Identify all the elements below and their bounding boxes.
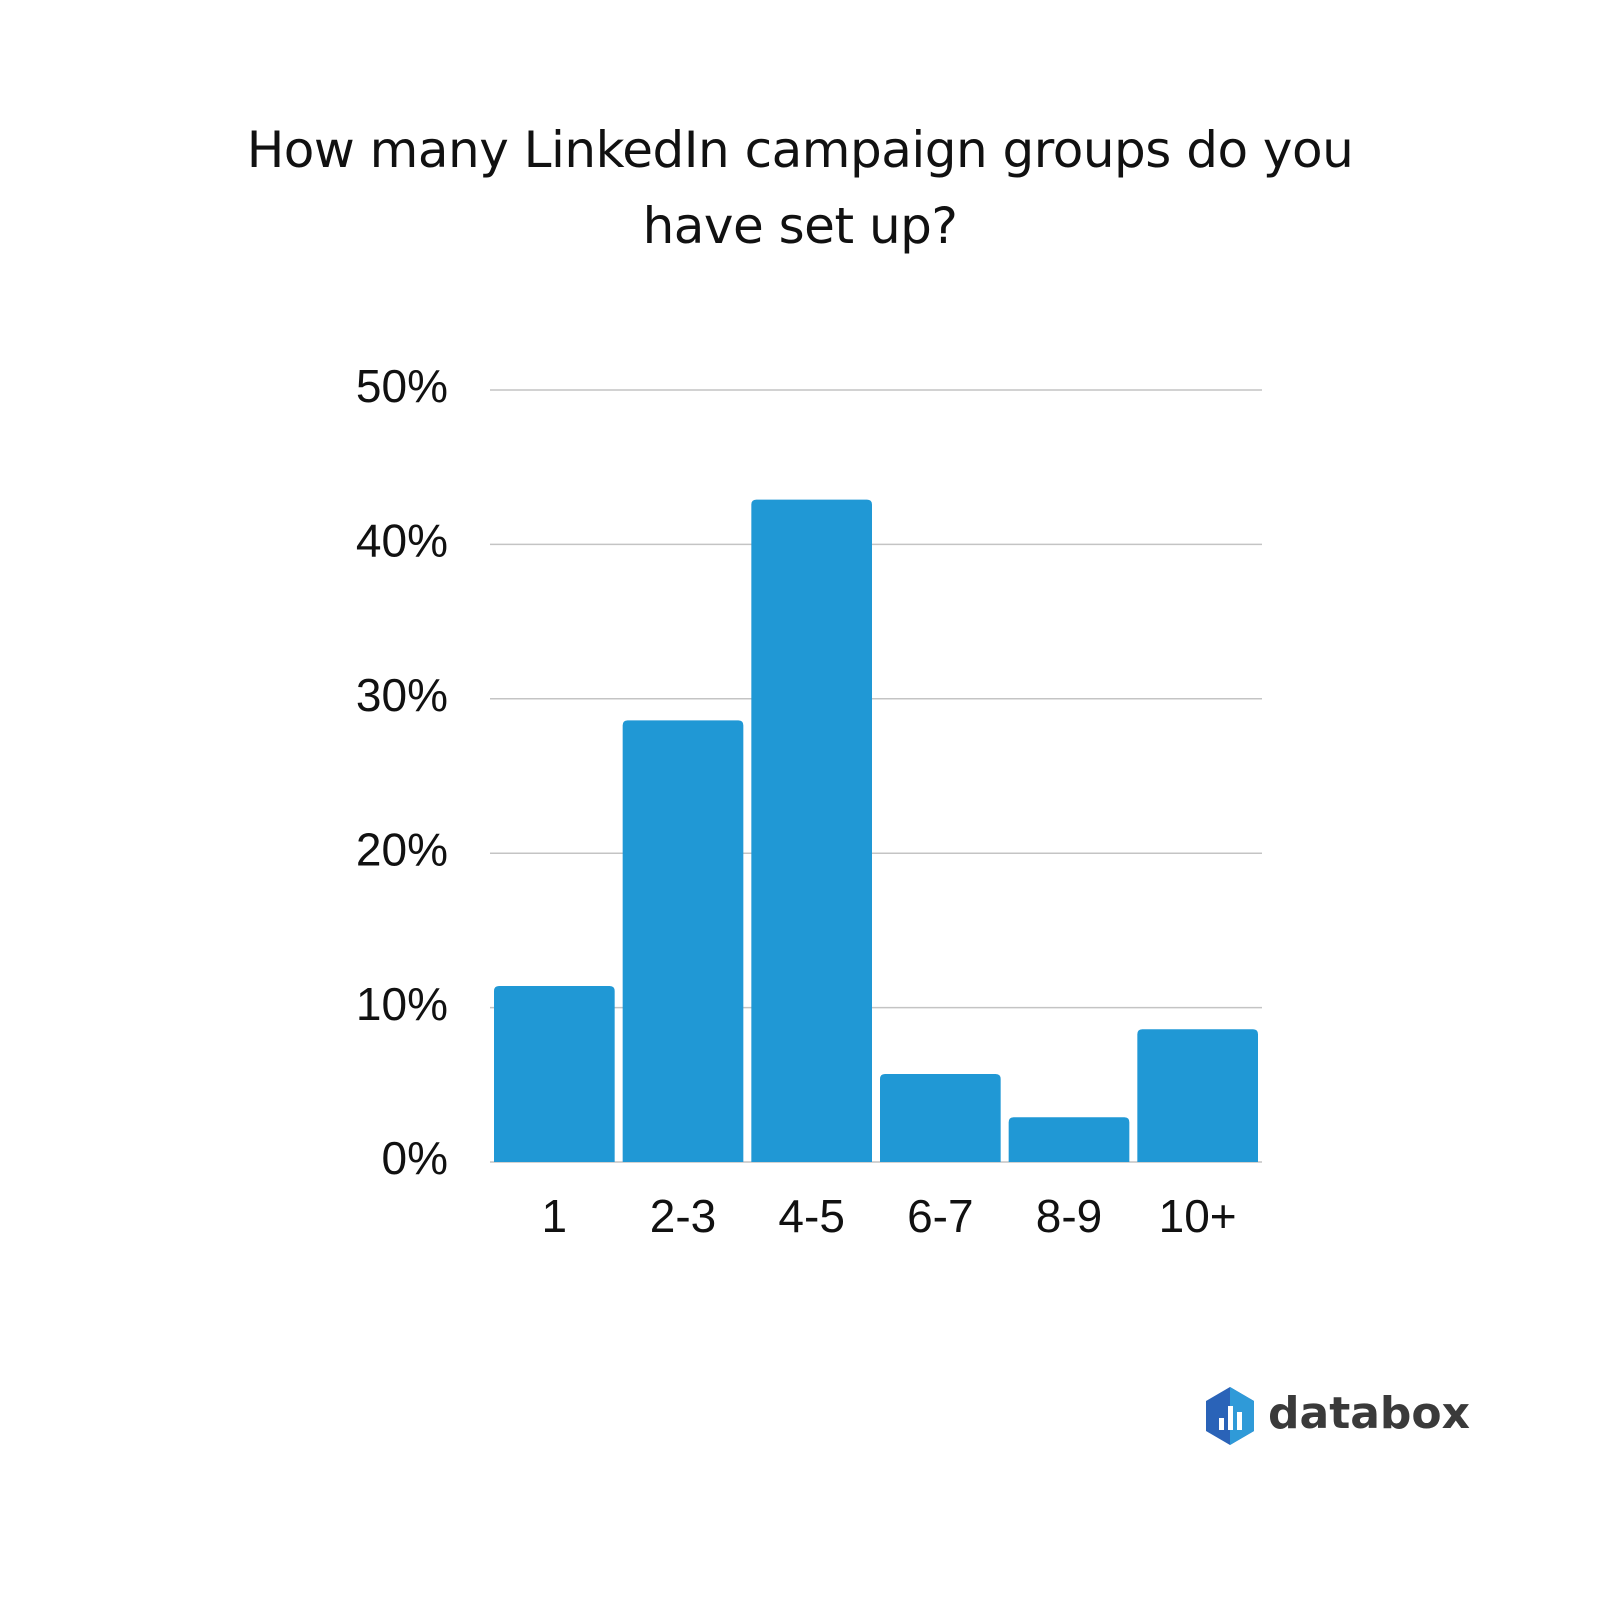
x-tick-label: 10+ (1159, 1190, 1237, 1242)
y-tick-label: 30% (356, 669, 448, 721)
y-tick-label: 20% (356, 823, 448, 875)
x-tick-label: 4-5 (778, 1190, 844, 1242)
bar (622, 720, 744, 1162)
bar (1008, 1117, 1130, 1162)
logo-text: databox (1268, 1388, 1470, 1439)
logo-bar (1219, 1418, 1224, 1430)
x-tick-label: 2-3 (650, 1190, 716, 1242)
y-tick-label: 50% (356, 360, 448, 412)
logo-bar (1228, 1406, 1233, 1430)
logo: databox (1206, 1387, 1470, 1445)
y-tick-label: 40% (356, 515, 448, 567)
x-tick-label: 6-7 (907, 1190, 973, 1242)
chart-title: How many LinkedIn campaign groups do you… (246, 121, 1354, 255)
bar (494, 985, 615, 1162)
y-tick-label: 0% (382, 1132, 448, 1184)
bar (880, 1073, 1001, 1162)
x-tick-label: 8-9 (1036, 1190, 1102, 1242)
x-tick-label: 1 (542, 1190, 568, 1242)
bar (751, 499, 872, 1162)
bar (1137, 1029, 1258, 1162)
logo-bar (1237, 1412, 1242, 1430)
y-tick-label: 10% (356, 978, 448, 1030)
